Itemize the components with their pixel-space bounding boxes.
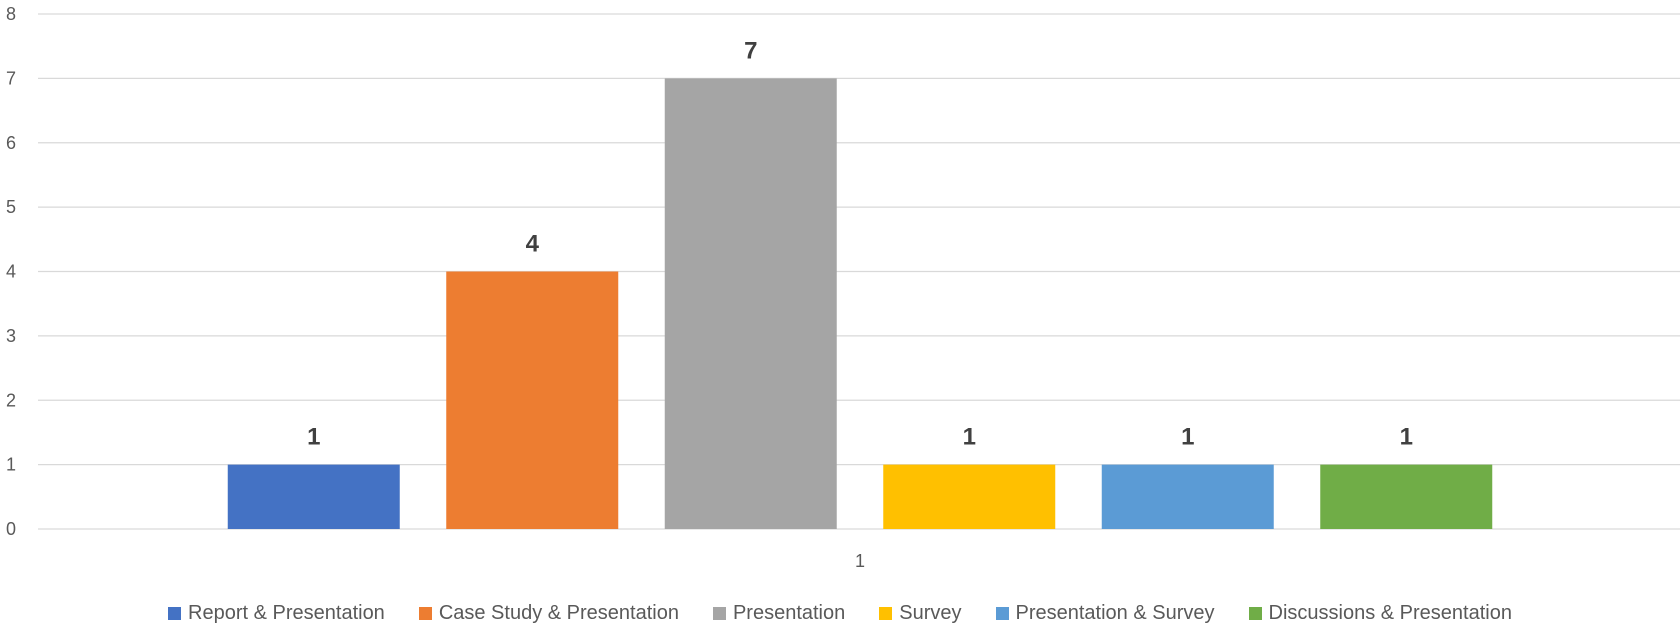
y-tick-label: 8 [6,4,16,24]
bar-chart: 0 1 2 3 4 5 6 7 8 1 4 7 1 1 1 1 [6,4,1680,571]
legend-swatch [879,606,893,620]
legend: Report & Presentation Case Study & Presen… [0,600,1680,626]
legend-label: Discussions & Presentation [1268,601,1512,624]
y-tick-label: 2 [6,390,16,410]
bar [883,464,1056,529]
data-label: 7 [744,37,757,64]
data-label: 1 [307,424,320,451]
gridlines [38,13,1680,530]
legend-label: Report & Presentation [188,601,385,624]
legend-swatch [418,606,432,620]
y-tick-label: 7 [6,68,16,88]
y-tick-label: 5 [6,197,16,217]
x-tick-label: 1 [855,551,865,571]
y-tick-label: 4 [6,262,16,282]
bar [664,78,837,529]
bar [1101,464,1274,529]
y-tick-label: 3 [6,326,16,346]
bar [227,464,400,529]
data-label: 1 [963,424,976,451]
legend-item: Discussions & Presentation [1248,601,1512,625]
y-tick-label: 6 [6,133,16,153]
data-label: 1 [1400,424,1413,451]
y-tick-label: 1 [6,455,16,475]
bars [227,78,1493,529]
legend-label: Case Study & Presentation [438,601,679,624]
legend-item: Presentation [712,601,846,625]
legend-label: Survey [899,601,962,624]
legend-item: Case Study & Presentation [418,601,679,625]
data-label: 1 [1181,424,1194,451]
data-labels: 1 4 7 1 1 1 [307,37,1413,450]
y-axis: 0 1 2 3 4 5 6 7 8 [6,4,16,539]
x-axis: 1 [855,551,865,571]
legend-item: Presentation & Survey [995,601,1215,625]
legend-swatch [995,606,1009,620]
legend-item: Survey [879,601,962,625]
legend-swatch [168,606,182,620]
legend-swatch [1248,606,1262,620]
legend-label: Presentation & Survey [1015,601,1215,624]
bar [446,271,619,529]
legend-item: Report & Presentation [168,602,385,625]
data-label: 4 [526,231,540,258]
legend-label: Presentation [732,601,846,624]
bar [1320,464,1493,529]
legend-swatch [712,606,726,620]
y-tick-label: 0 [6,519,16,539]
